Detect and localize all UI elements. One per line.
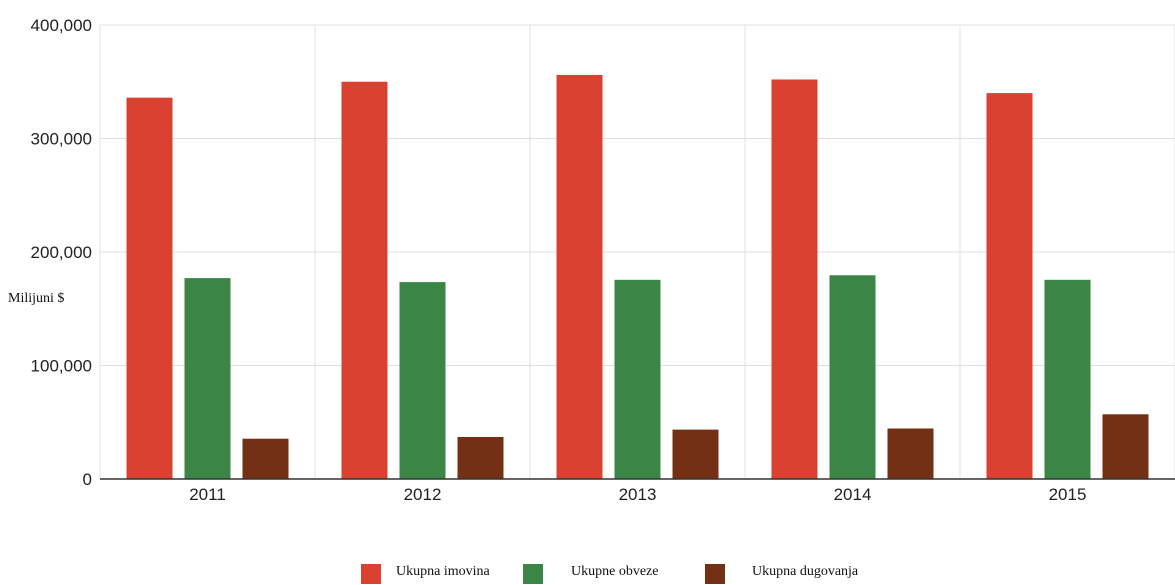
x-tick-label: 2013 [619, 485, 657, 504]
legend-swatch-ukupna-imovina [361, 564, 381, 584]
bar-ukupne-obveze-2014 [829, 275, 876, 479]
bar-ukupne-obveze-2015 [1044, 279, 1091, 479]
x-tick-label: 2015 [1049, 485, 1087, 504]
bar-ukupna-dugovanja-2013 [672, 429, 719, 479]
legend-label-ukupna-dugovanja: Ukupna dugovanja [752, 564, 859, 579]
legend: Ukupna imovina Ukupne obveze Ukupna dugo… [361, 564, 859, 584]
bar-ukupna-imovina-2013 [556, 74, 603, 479]
bar-ukupna-imovina-2011 [126, 97, 173, 479]
legend-swatch-ukupne-obveze [523, 564, 543, 584]
bar-ukupne-obveze-2012 [399, 282, 446, 479]
x-tick-label: 2014 [834, 485, 872, 504]
y-tick-labels: 0 100,000 200,000 300,000 400,000 [31, 16, 92, 489]
y-axis-title: Milijuni $ [8, 291, 64, 306]
x-tick-label: 2012 [404, 485, 442, 504]
y-tick-label: 0 [83, 470, 92, 489]
bar-ukupne-obveze-2011 [184, 278, 231, 479]
x-tick-labels: 2011 2012 2013 2014 2015 [189, 485, 1086, 504]
legend-label-ukupne-obveze: Ukupne obveze [571, 564, 658, 579]
bar-ukupna-dugovanja-2015 [1102, 414, 1149, 479]
bar-ukupna-imovina-2015 [986, 93, 1033, 479]
y-tick-label: 300,000 [31, 130, 92, 149]
y-tick-label: 400,000 [31, 16, 92, 35]
x-tick-label: 2011 [189, 485, 226, 504]
bar-ukupna-dugovanja-2014 [887, 428, 934, 479]
bar-ukupna-dugovanja-2011 [242, 438, 289, 479]
bars [126, 74, 1149, 479]
y-tick-label: 100,000 [31, 357, 92, 376]
bar-ukupne-obveze-2013 [614, 279, 661, 479]
gridlines [99, 24, 1175, 480]
legend-swatch-ukupna-dugovanja [705, 564, 725, 584]
bar-ukupna-imovina-2012 [341, 81, 388, 479]
bar-ukupna-dugovanja-2012 [457, 437, 504, 479]
bar-ukupna-imovina-2014 [771, 79, 818, 479]
legend-label-ukupna-imovina: Ukupna imovina [396, 564, 490, 579]
y-tick-label: 200,000 [31, 243, 92, 262]
